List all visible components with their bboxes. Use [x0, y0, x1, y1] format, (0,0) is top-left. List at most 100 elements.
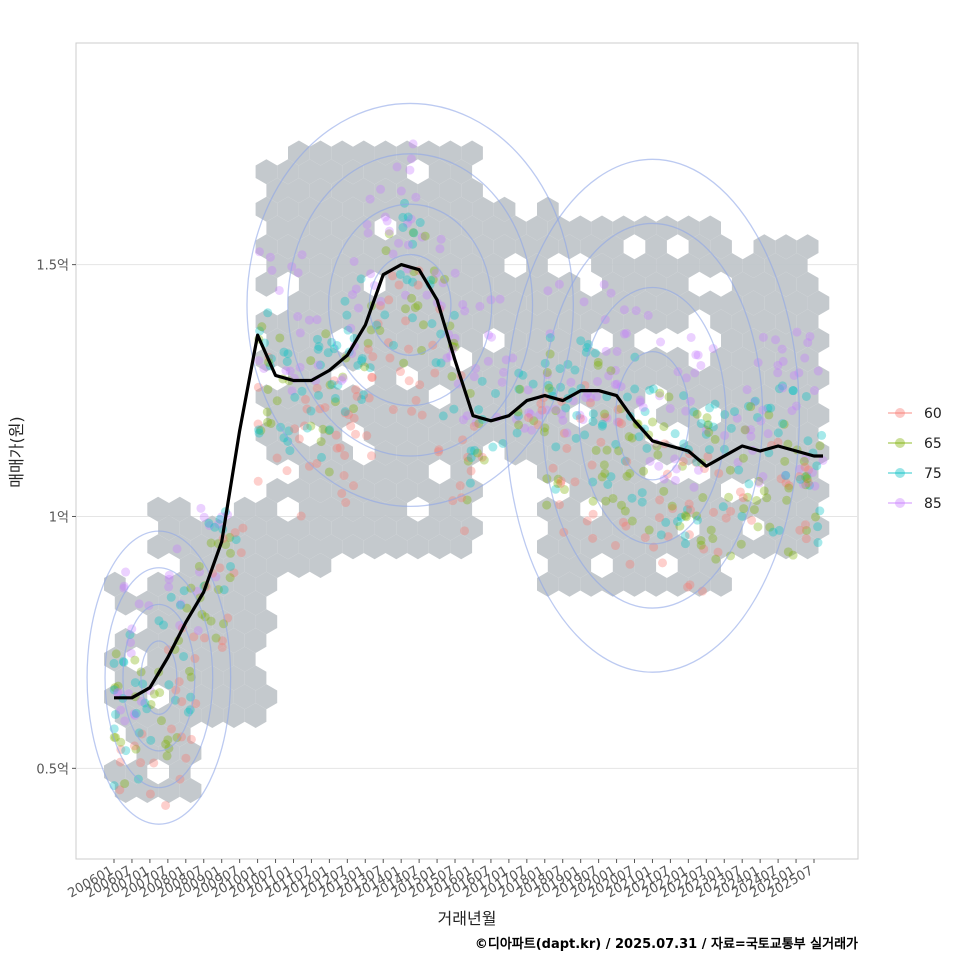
hex-bin [677, 478, 700, 503]
hex-bin [526, 365, 548, 391]
scatter-point [182, 603, 192, 613]
scatter-point [733, 457, 743, 467]
scatter-point [588, 417, 598, 427]
scatter-point [130, 710, 140, 720]
scatter-point [431, 268, 441, 278]
scatter-point [815, 506, 825, 516]
scatter-point [349, 256, 359, 266]
scatter-point [743, 401, 753, 411]
scatter-point [335, 443, 345, 453]
hex-bin [482, 365, 505, 391]
scatter-point [363, 228, 373, 238]
hex-bin [569, 365, 592, 391]
hex-bin [645, 571, 667, 597]
scatter-point [318, 424, 328, 434]
hex-bin [753, 234, 776, 260]
scatter-point [306, 356, 316, 366]
scatter-point [372, 320, 382, 330]
scatter-point [705, 403, 715, 413]
hex-bin [385, 271, 408, 297]
hex-bin [201, 515, 224, 541]
hex-bin [277, 196, 299, 222]
scatter-point [580, 430, 590, 440]
scatter-point [353, 303, 363, 313]
scatter-point [388, 405, 398, 415]
scatter-point [186, 734, 196, 744]
hex-bin [623, 309, 646, 335]
scatter-point [575, 413, 585, 423]
hex-bin [212, 646, 234, 672]
scatter-point [778, 383, 788, 393]
hex-bin [428, 534, 451, 560]
scatter-point [115, 785, 125, 795]
hex-bin [363, 459, 386, 485]
scatter-point [401, 316, 411, 326]
hex-bin [753, 534, 776, 560]
scatter-point [225, 548, 235, 558]
scatter-point [254, 247, 264, 257]
hex-bin [742, 290, 765, 316]
legend-key-point [895, 498, 905, 508]
hex-bin [526, 328, 548, 353]
hex-bin [288, 178, 310, 203]
scatter-point [384, 226, 394, 236]
scatter-point [523, 385, 533, 395]
scatter-point [365, 194, 375, 204]
scatter-point [155, 688, 165, 698]
scatter-point [282, 466, 292, 476]
scatter-point [746, 431, 756, 441]
hex-bin [612, 515, 635, 541]
hex-bin [742, 253, 765, 278]
hex-bin [353, 403, 375, 428]
scatter-point [282, 357, 292, 367]
hex-bin [244, 703, 267, 728]
hex-bin [580, 234, 602, 260]
hex-bin [775, 234, 797, 260]
scatter-point [551, 442, 561, 452]
scatter-point [428, 275, 438, 285]
density-contour [287, 153, 534, 457]
hex-bin [255, 571, 278, 597]
scatter-point [312, 383, 322, 393]
scatter-point [631, 306, 641, 316]
hex-bin [666, 496, 689, 522]
scatter-point [376, 296, 386, 306]
scatter-point [713, 547, 723, 557]
scatter-point [677, 461, 687, 471]
hex-bin [721, 365, 743, 391]
scatter-point [542, 474, 552, 484]
scatter-point [275, 333, 285, 343]
scatter-point [735, 487, 745, 497]
scatter-point [396, 186, 406, 196]
scatter-point [559, 428, 569, 438]
scatter-point [131, 744, 141, 754]
scatter-point [413, 301, 423, 311]
hex-bin [602, 271, 624, 297]
hex-bin [396, 328, 418, 353]
scatter-point [726, 506, 736, 516]
hex-bin [255, 234, 278, 260]
hex-bin [201, 590, 224, 616]
scatter-point [477, 376, 487, 386]
scatter-point [778, 381, 788, 391]
scatter-point [762, 493, 772, 503]
hex-bin [266, 215, 288, 241]
hex-bin [580, 421, 602, 447]
scatter-point [622, 471, 632, 481]
scatter-point [612, 347, 622, 357]
scatter-point [644, 525, 654, 535]
scatter-point [725, 465, 735, 475]
scatter-point [186, 672, 196, 682]
scatter-point [284, 426, 294, 436]
scatter-point [598, 419, 608, 429]
hex-bin [699, 290, 721, 316]
scatter-point [593, 376, 603, 386]
scatter-point [750, 396, 760, 406]
hex-bin [461, 478, 483, 503]
hex-bin [569, 515, 592, 541]
hex-bin [612, 253, 635, 278]
hex-bin [764, 290, 786, 316]
scatter-point [314, 341, 324, 351]
hex-bin [807, 328, 830, 353]
hex-bin [233, 684, 256, 710]
